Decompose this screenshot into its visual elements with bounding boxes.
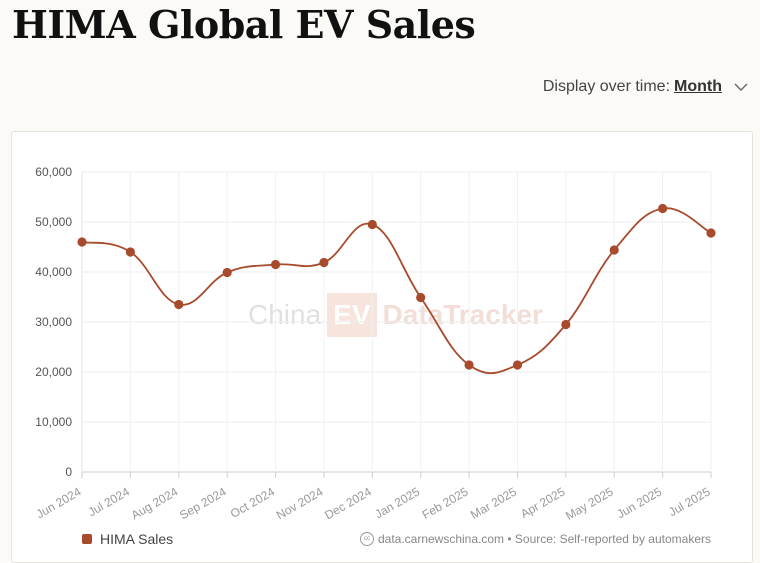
data-point	[319, 257, 329, 268]
data-point	[464, 360, 474, 370]
display-label: Display over time:	[542, 78, 671, 95]
series-line-hima-sales	[81, 207, 712, 374]
x-tick-label: Mar 2025	[468, 484, 519, 522]
source-text: data.carnewschina.com • Source: Self-rep…	[377, 532, 711, 546]
y-tick-label: 30,000	[35, 315, 72, 329]
x-tick-label: Nov 2024	[274, 484, 326, 522]
x-tick-label: Aug 2024	[129, 484, 181, 522]
x-tick-label: Jul 2025	[666, 484, 713, 519]
data-point	[416, 292, 426, 303]
legend-label: HIMA Sales	[100, 531, 174, 547]
display-over-time-control[interactable]: Display over time: Month	[543, 78, 748, 96]
x-tick-label: Dec 2024	[322, 484, 374, 522]
x-tick-label: Oct 2024	[228, 484, 277, 521]
x-tick-label: Apr 2025	[518, 484, 567, 521]
y-tick-label: 40,000	[35, 265, 72, 279]
x-tick-label: Sep 2024	[177, 484, 229, 522]
data-point	[609, 245, 619, 255]
x-tick-label: Jun 2024	[34, 484, 84, 521]
y-tick-label: 60,000	[35, 165, 72, 179]
data-point	[706, 228, 716, 238]
data-point	[174, 299, 184, 310]
data-point	[512, 360, 523, 370]
data-point	[658, 203, 668, 214]
creative-commons-icon: cc	[359, 532, 374, 546]
data-point	[561, 319, 571, 330]
y-tick-label: 20,000	[35, 365, 72, 379]
x-tick-label: May 2025	[563, 484, 616, 523]
legend-swatch	[82, 534, 92, 544]
chevron-down-icon[interactable]	[734, 82, 748, 92]
x-tick-label: Jun 2025	[614, 484, 664, 521]
legend[interactable]: HIMA Sales	[82, 531, 173, 547]
x-tick-label: Jul 2024	[86, 484, 133, 519]
data-point	[367, 219, 377, 230]
y-tick-label: 50,000	[35, 215, 72, 229]
page-title: HIMA Global EV Sales	[12, 2, 476, 47]
y-tick-label: 0	[65, 465, 72, 479]
data-point	[77, 237, 87, 247]
display-period-select[interactable]: Month	[674, 78, 722, 95]
data-point	[222, 267, 232, 278]
data-point	[270, 259, 281, 270]
data-point	[125, 247, 135, 257]
y-tick-label: 10,000	[35, 415, 72, 429]
source-note: cc data.carnewschina.com • Source: Self-…	[359, 532, 711, 546]
x-tick-label: Feb 2025	[420, 484, 471, 522]
x-tick-label: Jan 2025	[372, 484, 422, 521]
